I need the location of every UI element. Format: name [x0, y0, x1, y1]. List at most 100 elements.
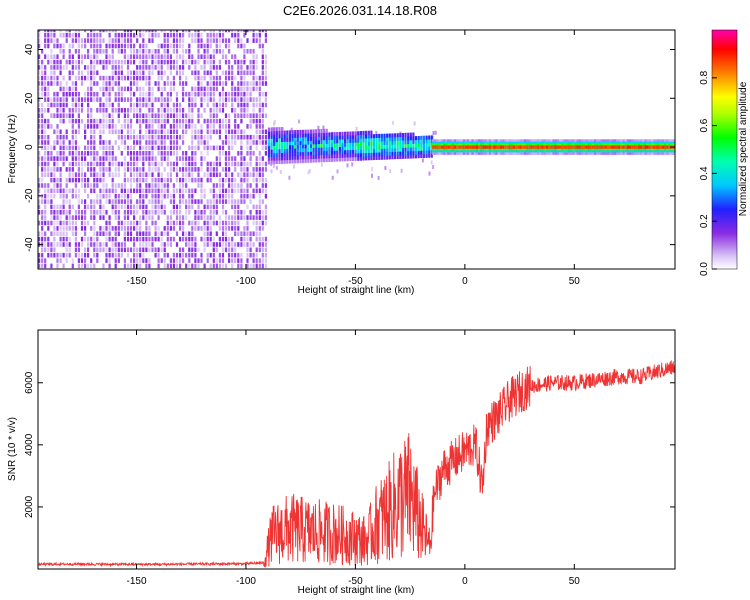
heatmap-cell: [59, 231, 62, 236]
heatmap-cell: [108, 215, 111, 220]
colorbar-tick-label: 0.4: [699, 166, 710, 180]
heatmap-cell: [409, 150, 412, 155]
heatmap-cell: [99, 134, 102, 140]
heatmap-cell: [380, 141, 383, 146]
heatmap-cell: [166, 145, 169, 151]
heatmap-cell: [330, 139, 334, 144]
heatmap-cell: [41, 124, 44, 129]
heatmap-cell: [139, 226, 142, 231]
heatmap-cell: [53, 91, 56, 97]
heatmap-cell: [221, 199, 225, 204]
heatmap-cell: [44, 54, 47, 59]
heatmap-cell: [77, 161, 80, 167]
heatmap-cell: [267, 142, 270, 147]
heatmap-cell: [264, 140, 267, 145]
heatmap-cell: [179, 183, 182, 188]
heatmap-cell: [460, 145, 463, 149]
heatmap-cell: [96, 231, 99, 236]
heatmap-cell: [65, 156, 68, 161]
heatmap-cell: [249, 91, 252, 97]
heatmap-cell: [160, 177, 163, 183]
heatmap-cell: [203, 193, 206, 199]
heatmap-cell: [391, 148, 394, 152]
heatmap-cell: [120, 43, 123, 49]
heatmap-cell: [77, 252, 80, 258]
heatmap-cell: [270, 160, 273, 165]
heatmap-cell: [126, 247, 130, 253]
heatmap-cell: [151, 32, 154, 38]
heatmap-cell: [246, 91, 249, 97]
heatmap-cell: [84, 172, 87, 177]
heatmap-cell: [221, 193, 225, 199]
heatmap-cell: [93, 161, 96, 167]
heatmap-cell: [169, 81, 172, 86]
heatmap-cell: [212, 183, 215, 188]
heatmap-cell: [68, 118, 71, 124]
heatmap-cell: [44, 151, 47, 156]
heatmap-cell: [240, 199, 243, 204]
heatmap-cell: [333, 157, 336, 162]
heatmap-cell: [38, 183, 41, 188]
heatmap-cell: [163, 263, 166, 269]
heatmap-cell: [47, 236, 50, 242]
heatmap-cell: [145, 177, 148, 183]
heatmap-cell: [93, 124, 96, 129]
heatmap-cell: [273, 160, 276, 165]
heatmap-cell: [102, 263, 105, 269]
heatmap-cell: [218, 242, 221, 247]
heatmap-cell: [65, 86, 68, 92]
heatmap-cell: [129, 134, 133, 140]
heatmap-cell: [77, 32, 80, 38]
spectrogram-ytick-label: 20: [24, 92, 35, 104]
heatmap-cell: [375, 134, 378, 138]
heatmap-cell: [240, 193, 243, 199]
heatmap-cell: [212, 113, 215, 118]
heatmap-cell: [114, 97, 117, 102]
heatmap-cell: [163, 167, 166, 172]
heatmap-cell: [258, 161, 261, 167]
heatmap-cell: [87, 263, 90, 269]
heatmap-cell: [404, 132, 407, 137]
heatmap-cell: [139, 263, 142, 269]
heatmap-cell: [215, 231, 218, 236]
heatmap-cell: [77, 75, 80, 81]
heatmap-cell: [264, 81, 267, 86]
heatmap-cell: [102, 151, 105, 156]
heatmap-cell: [185, 156, 188, 161]
heatmap-cell: [41, 156, 44, 161]
heatmap-cell: [320, 151, 323, 155]
heatmap-cell: [105, 188, 108, 194]
heatmap-cell: [145, 204, 148, 210]
heatmap-cell: [114, 247, 117, 253]
heatmap-cell: [391, 155, 394, 160]
heatmap-cell: [249, 193, 252, 199]
heatmap-cell: [111, 54, 114, 59]
heatmap-cell: [255, 81, 258, 86]
snr-frame: [37, 329, 676, 570]
heatmap-cell: [90, 258, 93, 263]
heatmap-cell: [237, 86, 240, 92]
heatmap-cell: [133, 134, 136, 140]
heatmap-cell: [185, 236, 188, 242]
heatmap-cell: [38, 70, 41, 76]
heatmap-cell: [169, 263, 172, 269]
heatmap-cell: [237, 81, 240, 86]
heatmap-cell: [221, 118, 225, 124]
heatmap-cell: [218, 177, 221, 183]
heatmap-cell: [71, 226, 74, 231]
heatmap-cell: [200, 134, 203, 140]
heatmap-cell: [169, 161, 172, 167]
heatmap-cell: [188, 252, 191, 258]
heatmap-cell: [309, 140, 313, 145]
heatmap-cell: [139, 65, 142, 70]
heatmap-cell: [246, 108, 249, 113]
heatmap-cell: [59, 134, 62, 140]
heatmap-cell: [218, 193, 221, 199]
heatmap-cell: [160, 188, 163, 194]
heatmap-cell: [148, 54, 151, 59]
heatmap-cell: [77, 54, 80, 59]
heatmap-cell: [59, 97, 62, 102]
heatmap-cell: [133, 81, 136, 86]
heatmap-cell: [234, 54, 237, 59]
heatmap-cell: [77, 145, 80, 151]
